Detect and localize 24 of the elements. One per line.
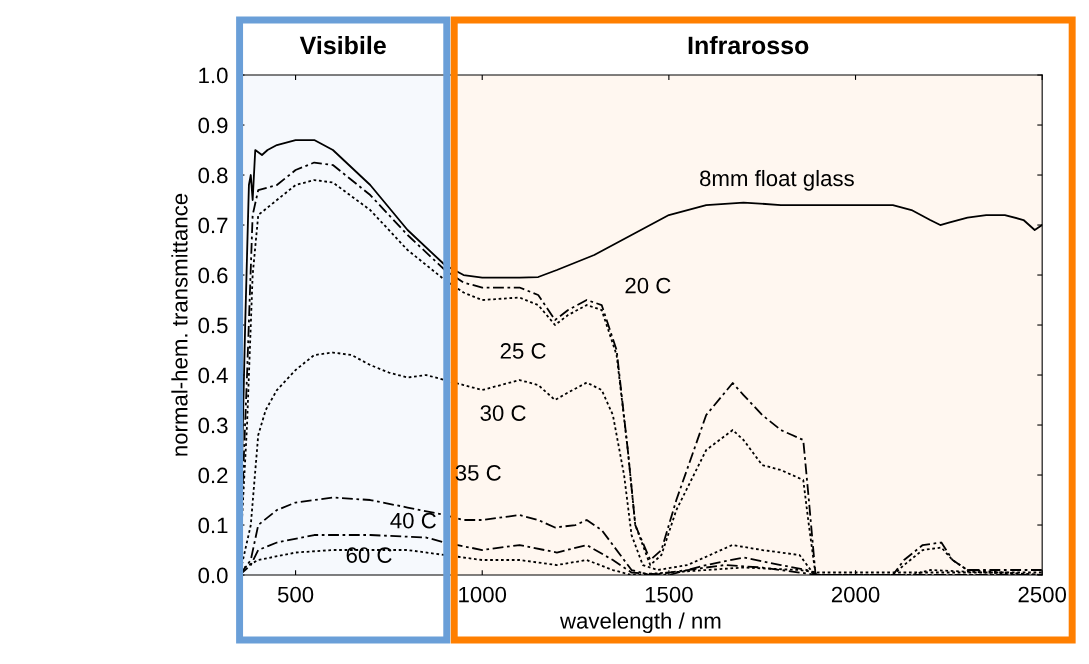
y-tick-label: 0.0 bbox=[198, 567, 228, 584]
x-tick-label: 1500 bbox=[645, 586, 693, 603]
x-tick-label: 500 bbox=[277, 586, 314, 603]
y-axis-title: normal-hem. transmittance bbox=[171, 193, 188, 456]
y-tick-label: 0.2 bbox=[198, 467, 228, 484]
y-tick-label: 0.6 bbox=[198, 267, 228, 284]
annotation: 8mm float glass bbox=[700, 169, 854, 191]
y-tick-label: 0.8 bbox=[198, 167, 228, 184]
y-tick-label: 0.4 bbox=[198, 367, 228, 384]
y-tick-label: 0.3 bbox=[198, 417, 228, 434]
x-tick-label: 2000 bbox=[831, 586, 880, 603]
band-label: Infrarosso bbox=[688, 35, 809, 55]
y-tick-label: 0.9 bbox=[198, 117, 228, 134]
x-tick-label: 1000 bbox=[459, 586, 507, 603]
x-tick-label: 2500 bbox=[1018, 586, 1067, 603]
x-axis-title: wavelength / nm bbox=[559, 612, 721, 634]
y-tick-label: 1.0 bbox=[199, 67, 228, 84]
y-tick-label: 0.7 bbox=[198, 217, 228, 234]
y-tick-label: 0.1 bbox=[198, 517, 228, 534]
band-label: Visibile bbox=[299, 35, 386, 55]
y-tick-label: 0.5 bbox=[198, 317, 228, 334]
annotation: 30 C bbox=[480, 405, 526, 421]
annotation: 20 C bbox=[625, 277, 671, 294]
annotation: 25 C bbox=[500, 343, 546, 359]
